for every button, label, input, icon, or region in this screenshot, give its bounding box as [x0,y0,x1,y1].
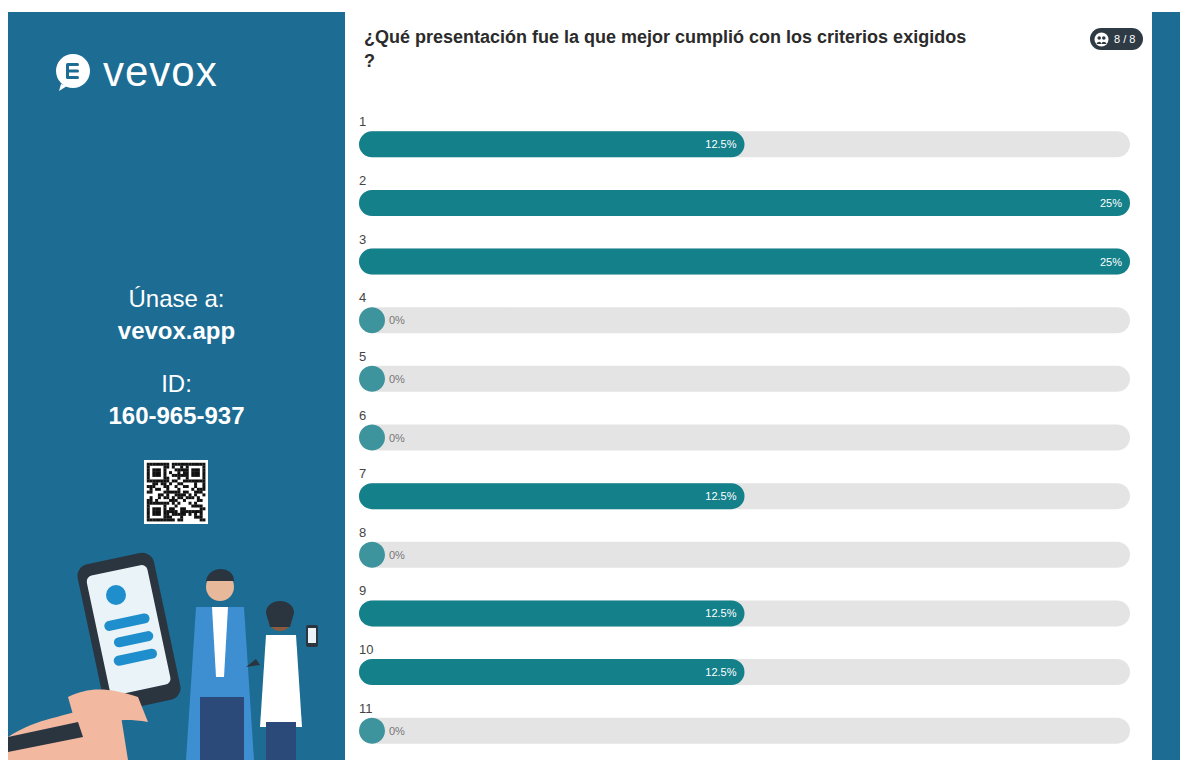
svg-text:1: 1 [359,114,366,129]
svg-text:?: ? [364,51,375,71]
svg-text:4: 4 [359,290,366,305]
svg-text:25%: 25% [1100,256,1122,268]
svg-text:12.5%: 12.5% [705,490,736,502]
svg-text:6: 6 [359,408,366,423]
svg-text:0%: 0% [389,549,405,561]
svg-text:7: 7 [359,466,366,481]
svg-text:2: 2 [359,173,366,188]
svg-text:0%: 0% [389,725,405,737]
svg-text:11: 11 [359,701,373,716]
svg-text:0%: 0% [389,314,405,326]
html-text:8 / 8: 8 / 8 [1114,33,1136,45]
svg-text:3: 3 [359,232,366,247]
svg-text:12.5%: 12.5% [705,138,736,150]
svg-text:12.5%: 12.5% [705,607,736,619]
svg-text:0%: 0% [389,373,405,385]
svg-text:0%: 0% [389,432,405,444]
html-text:160-965-937: 160-965-937 [108,402,245,429]
svg-text:25%: 25% [1100,197,1122,209]
html-text:ID:: ID: [161,370,192,397]
svg-text:¿Qué presentación fue la que m: ¿Qué presentación fue la que mejor cumpl… [364,27,966,47]
html-text:vevox: vevox [103,48,218,95]
html-text:vevox.app: vevox.app [117,317,236,344]
svg-text:12.5%: 12.5% [705,666,736,678]
svg-text:9: 9 [359,583,366,598]
svg-text:10: 10 [359,642,373,657]
html-text:Únase a:: Únase a: [128,285,225,312]
svg-text:8: 8 [359,525,366,540]
svg-text:5: 5 [359,349,366,364]
